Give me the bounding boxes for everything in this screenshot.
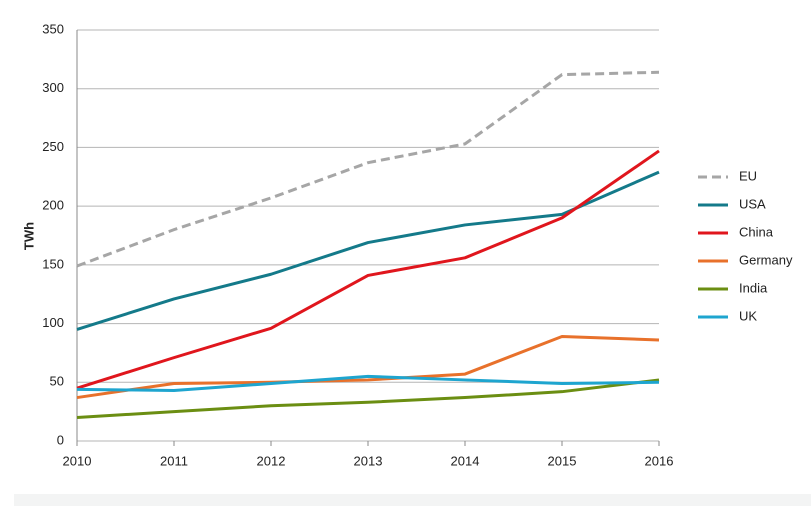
legend-label: USA bbox=[739, 196, 766, 211]
legend-label: China bbox=[739, 224, 774, 239]
footer-strip bbox=[14, 494, 811, 506]
y-tick-label: 100 bbox=[42, 315, 64, 330]
x-tick-label: 2010 bbox=[63, 453, 92, 468]
series-line bbox=[76, 334, 660, 400]
x-tick-label: 2012 bbox=[257, 453, 286, 468]
y-tick-label: 200 bbox=[42, 198, 64, 213]
x-tick-label: 2011 bbox=[160, 453, 188, 468]
x-tick-label: 2016 bbox=[645, 453, 674, 468]
x-tick-label: 2014 bbox=[451, 453, 480, 468]
legend-label: Germany bbox=[739, 252, 793, 267]
series-line bbox=[76, 149, 660, 390]
x-tick-label: 2013 bbox=[354, 453, 383, 468]
y-tick-label: 50 bbox=[50, 374, 64, 389]
series-line bbox=[76, 170, 660, 331]
y-tick-label: 0 bbox=[57, 432, 64, 447]
legend-label: India bbox=[739, 280, 768, 295]
y-tick-label: 150 bbox=[42, 256, 64, 271]
y-tick-label: 250 bbox=[42, 139, 64, 154]
y-tick-label: 350 bbox=[42, 21, 64, 36]
legend-label: UK bbox=[739, 308, 757, 323]
series-line bbox=[76, 70, 660, 268]
series-line bbox=[76, 374, 660, 393]
x-tick-label: 2015 bbox=[548, 453, 577, 468]
y-tick-label: 300 bbox=[42, 80, 64, 95]
y-axis-label: TWh bbox=[21, 222, 36, 250]
legend-label: EU bbox=[739, 168, 757, 183]
series-line bbox=[76, 378, 660, 420]
